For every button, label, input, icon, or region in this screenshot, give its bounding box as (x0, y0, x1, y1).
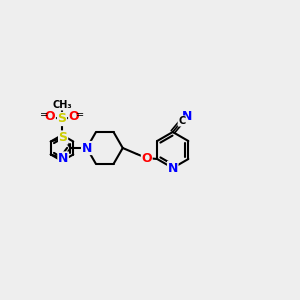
Text: O: O (69, 110, 79, 124)
Text: N: N (58, 152, 68, 165)
Text: =: = (40, 110, 48, 120)
Text: CH₃: CH₃ (52, 100, 72, 110)
Text: N: N (168, 161, 178, 175)
Text: =: = (76, 110, 84, 120)
Text: O: O (45, 110, 55, 124)
Text: S: S (58, 131, 68, 144)
Text: N: N (82, 142, 92, 154)
Text: C: C (178, 116, 185, 126)
Text: S: S (58, 112, 67, 125)
Text: O: O (141, 152, 152, 164)
Text: N: N (182, 110, 192, 122)
